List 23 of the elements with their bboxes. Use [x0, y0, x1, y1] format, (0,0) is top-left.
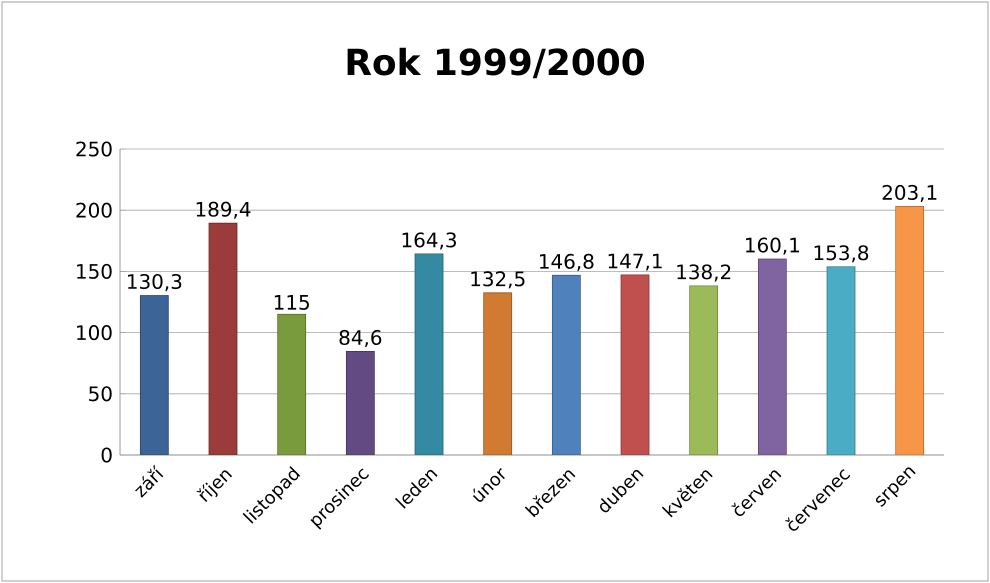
data-label: 146,8 — [540, 254, 594, 271]
y-tick-label: 50 — [89, 386, 112, 402]
y-tick-label: 0 — [102, 447, 112, 463]
data-label: 164,3 — [402, 232, 456, 250]
bar — [208, 222, 238, 455]
data-label: 132,5 — [471, 271, 524, 288]
data-label: 84,6 — [340, 330, 382, 348]
data-label: 160,1 — [746, 238, 800, 255]
y-tick-label: 100 — [77, 325, 112, 340]
data-label: 138,2 — [677, 264, 730, 282]
bar — [620, 274, 650, 455]
data-label: 130,3 — [128, 274, 182, 292]
data-label: 153,8 — [814, 245, 868, 262]
data-label: 147,1 — [608, 254, 662, 271]
bar — [826, 266, 856, 455]
chart-title: Rok 1999/2000 — [348, 48, 644, 78]
y-tick-label: 200 — [76, 202, 112, 218]
y-tick-label: 150 — [77, 264, 112, 279]
y-tick-label: 250 — [76, 141, 112, 157]
data-label: 189,4 — [196, 202, 250, 219]
data-label: 115 — [274, 295, 309, 310]
bar — [414, 253, 444, 455]
data-label: 203,1 — [882, 184, 936, 202]
